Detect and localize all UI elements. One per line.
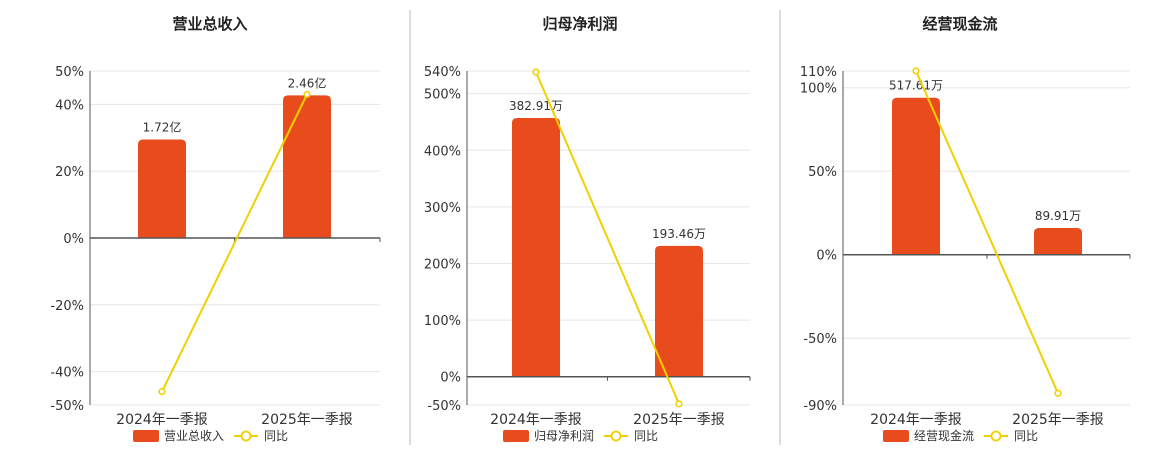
y-tick-label: 500%	[424, 88, 461, 103]
bar-data-label: 89.91万	[1035, 209, 1081, 223]
y-tick-label: -50%	[803, 332, 837, 347]
y-tick-label: 40%	[55, 98, 84, 113]
y-tick-label: 0%	[63, 232, 84, 247]
bar-data-label: 193.46万	[652, 227, 706, 241]
chart-panel-1: 营业总收入 50% 40% 20% 0% -20% -40% -50% 1.72亿 2.46亿 20…	[50, 15, 381, 443]
y-tick-label: 20%	[55, 165, 84, 180]
legend-bar-label: 归母净利润	[534, 429, 594, 443]
y-tick-label: -50%	[427, 399, 461, 414]
yoy-point	[158, 388, 166, 396]
yoy-line	[535, 71, 680, 405]
bar-data-label: 1.72亿	[143, 119, 182, 134]
yoy-point	[532, 68, 540, 76]
chart-title: 经营现金流	[922, 15, 997, 33]
y-tick-label: 400%	[424, 144, 461, 159]
bar-data-label: 517.61万	[889, 79, 943, 93]
x-tick-label: 2025年一季报	[633, 412, 725, 428]
bar	[655, 245, 703, 377]
legend-bar-swatch	[133, 430, 159, 442]
yoy-point	[303, 90, 311, 98]
legend-bar-swatch	[883, 430, 909, 442]
chart-panel-3: 经营现金流 110% 100% 50% 0% -50% -90% 517.61万 89.91万 2…	[800, 15, 1131, 443]
legend-line-label: 同比	[634, 429, 658, 443]
x-tick-label: 2025年一季报	[261, 412, 353, 428]
legend-line-label: 同比	[1014, 429, 1038, 443]
yoy-point	[675, 400, 683, 408]
bar	[138, 139, 186, 238]
chart-title: 归母净利润	[542, 15, 617, 33]
y-tick-label: -20%	[50, 299, 84, 314]
y-tick-label: -90%	[803, 399, 837, 414]
y-tick-label: -50%	[50, 399, 84, 414]
yoy-point	[912, 67, 920, 75]
legend-bar-label: 营业总收入	[164, 429, 224, 443]
y-tick-label: 0%	[816, 249, 837, 264]
y-tick-label: 540%	[424, 65, 461, 80]
x-tick-label: 2024年一季报	[870, 412, 962, 428]
bar-data-label: 382.91万	[509, 99, 563, 113]
y-tick-label: 50%	[808, 165, 837, 180]
x-tick-label: 2025年一季报	[1012, 412, 1104, 428]
x-tick-label: 2024年一季报	[490, 412, 582, 428]
yoy-line	[161, 93, 308, 393]
legend-bar-swatch	[503, 430, 529, 442]
y-tick-label: 0%	[440, 371, 461, 386]
bar	[892, 97, 940, 255]
x-tick-label: 2024年一季报	[116, 412, 208, 428]
bar-data-label: 2.46亿	[288, 75, 327, 90]
bar	[1034, 227, 1082, 255]
y-tick-label: 100%	[424, 314, 461, 329]
y-tick-label: 300%	[424, 201, 461, 216]
y-tick-label: 200%	[424, 257, 461, 272]
y-tick-label: 100%	[800, 82, 837, 97]
legend-bar-label: 经营现金流	[914, 428, 974, 443]
bar	[512, 117, 560, 377]
chart-title: 营业总收入	[172, 15, 247, 33]
yoy-point	[1054, 389, 1062, 397]
legend-line-marker	[610, 430, 622, 442]
yoy-line	[915, 70, 1059, 394]
y-tick-label: -40%	[50, 366, 84, 381]
y-tick-label: 50%	[55, 65, 84, 80]
legend-line-marker	[990, 430, 1002, 442]
bar	[283, 95, 331, 238]
legend-line-label: 同比	[264, 429, 288, 443]
chart-panel-2: 归母净利润 540% 500% 400% 300% 200% 100% 0% -50% 382.9…	[424, 15, 751, 443]
legend-line-marker	[240, 430, 252, 442]
y-tick-label: 110%	[800, 65, 837, 80]
